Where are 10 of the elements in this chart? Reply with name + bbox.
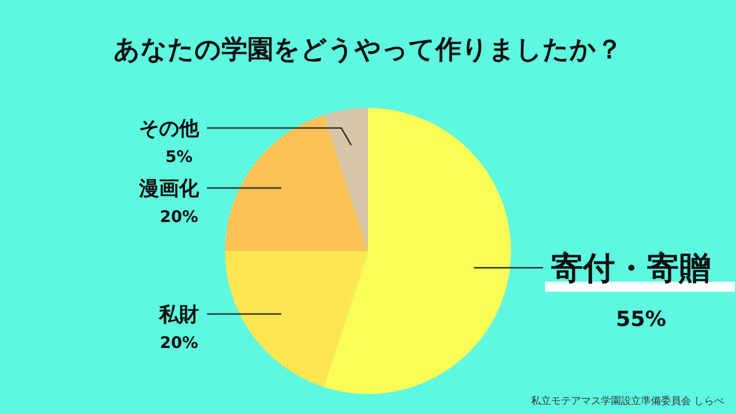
slice-label: 私財	[158, 302, 199, 326]
slice-label: その他	[139, 116, 200, 140]
slice-label: 寄付・寄贈	[551, 248, 711, 287]
chart-title: あなたの学園をどうやって作りましたか？	[114, 35, 622, 65]
data-label: 55%	[616, 306, 666, 331]
slice-label: 漫画化	[138, 176, 200, 200]
data-label: 5%	[165, 146, 193, 166]
text: 私立モテアマス学園設立準備委員会 しらべ	[530, 395, 724, 407]
data-label: 20%	[160, 206, 198, 226]
data-label: 20%	[160, 333, 198, 352]
